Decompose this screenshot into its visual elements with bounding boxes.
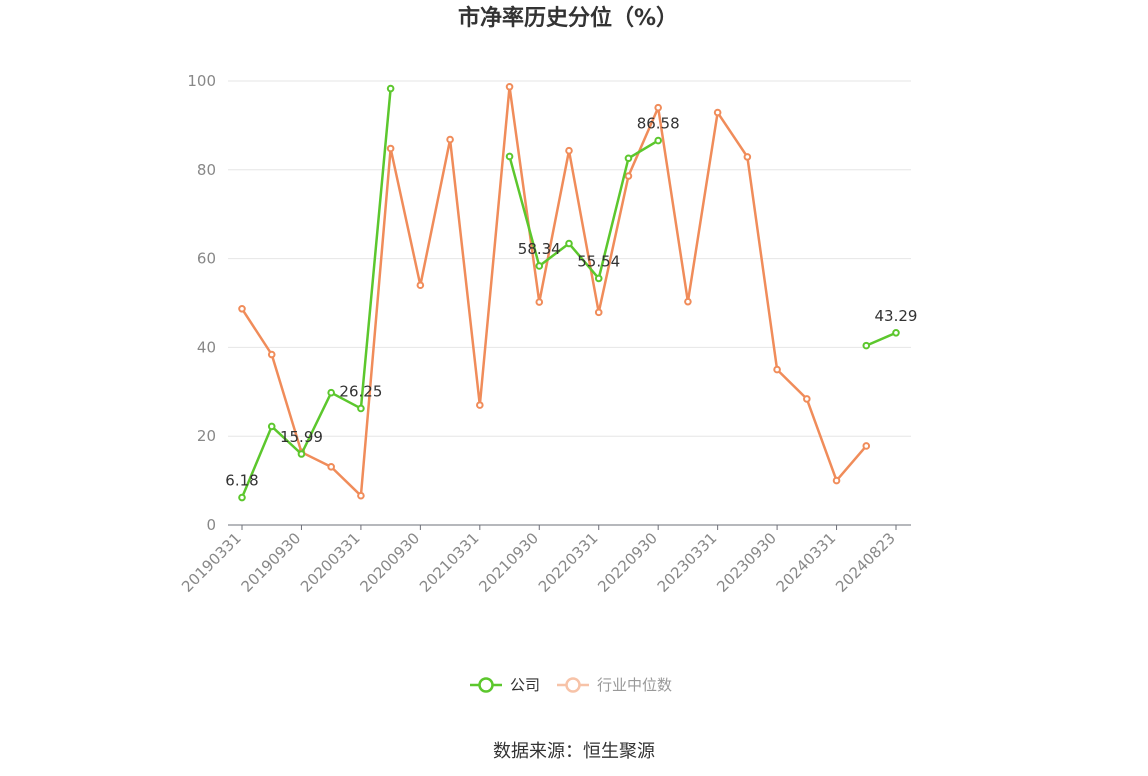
data-point[interactable] [357,491,365,500]
x-tick-label: 20230930 [713,529,780,596]
data-point[interactable] [357,404,365,413]
legend[interactable]: 公司 行业中位数 [470,676,672,694]
data-label: 6.18 [225,472,258,490]
data-label: 15.99 [280,428,323,446]
data-point[interactable] [862,341,871,350]
data-point[interactable] [446,135,454,144]
grid [228,80,911,437]
data-point[interactable] [684,297,692,306]
legend-item[interactable]: 公司 [470,676,540,694]
x-tick-label: 20240823 [832,529,899,596]
data-point[interactable] [535,298,544,306]
x-tick-label: 20200930 [356,529,423,596]
y-tick-label: 100 [187,72,216,90]
data-point[interactable] [654,136,662,145]
data-point[interactable] [594,274,603,283]
series-line [508,139,659,280]
x-axis: 2019033120190930202003312020093020210331… [178,524,911,596]
data-point[interactable] [327,388,335,397]
legend-label: 行业中位数 [597,676,672,694]
data-point[interactable] [535,262,544,270]
chart-title: 市净率历史分位（%） [458,5,678,31]
data-point[interactable] [713,108,722,117]
y-tick-label: 40 [197,338,216,356]
data-point[interactable] [238,304,246,313]
series-line [240,85,868,497]
x-tick-label: 20200331 [297,529,364,596]
x-tick-label: 20210930 [475,529,542,596]
legend-label: 公司 [510,676,540,694]
data-point[interactable] [297,450,306,458]
series-line [865,331,897,347]
data-point[interactable] [386,144,395,153]
y-tick-label: 0 [206,516,216,534]
data-point[interactable] [654,103,662,112]
y-axis: 0 20 40 60 80 100 [187,72,216,534]
x-tick-label: 20220930 [594,529,661,596]
data-point[interactable] [892,328,900,337]
data-point[interactable] [862,442,871,450]
y-tick-label: 80 [197,161,216,179]
x-tick-label: 20190331 [178,529,245,596]
x-tick-label: 20230331 [654,529,721,596]
series-line [240,88,392,499]
data-label: 26.25 [339,382,382,400]
data-labels: 6.18 15.99 26.25 58.34 55.54 86.58 43.29 [225,115,917,490]
legend-item[interactable]: 行业中位数 [557,676,672,694]
source-text: 数据来源：恒生聚源 [493,741,655,762]
data-point[interactable] [565,239,573,248]
y-tick-label: 60 [197,250,216,268]
data-label: 86.58 [637,115,680,133]
x-tick-label: 20220331 [535,529,602,596]
y-tick-label: 20 [197,427,216,445]
data-point[interactable] [505,152,514,161]
data-point[interactable] [416,281,425,290]
data-point[interactable] [743,153,752,161]
data-point[interactable] [624,154,633,163]
data-point[interactable] [624,172,633,180]
data-point[interactable] [803,395,811,403]
data-point[interactable] [505,82,514,91]
data-point[interactable] [832,476,841,485]
data-point[interactable] [773,365,781,374]
x-tick-label: 20210331 [416,529,483,596]
x-tick-label: 20190930 [238,529,305,596]
data-point[interactable] [267,350,276,359]
x-tick-label: 20240331 [773,529,840,596]
data-label: 58.34 [518,240,561,258]
data-point[interactable] [594,308,603,317]
data-point[interactable] [386,84,395,93]
series-layer [238,82,900,502]
legend-marker-icon [478,677,494,693]
data-label: 43.29 [875,307,918,325]
data-point[interactable] [565,146,573,155]
legend-marker-icon [565,677,581,693]
data-label: 55.54 [577,252,620,270]
data-point[interactable] [476,401,484,409]
data-point[interactable] [267,422,276,431]
data-point[interactable] [238,493,246,502]
data-point[interactable] [327,463,335,471]
